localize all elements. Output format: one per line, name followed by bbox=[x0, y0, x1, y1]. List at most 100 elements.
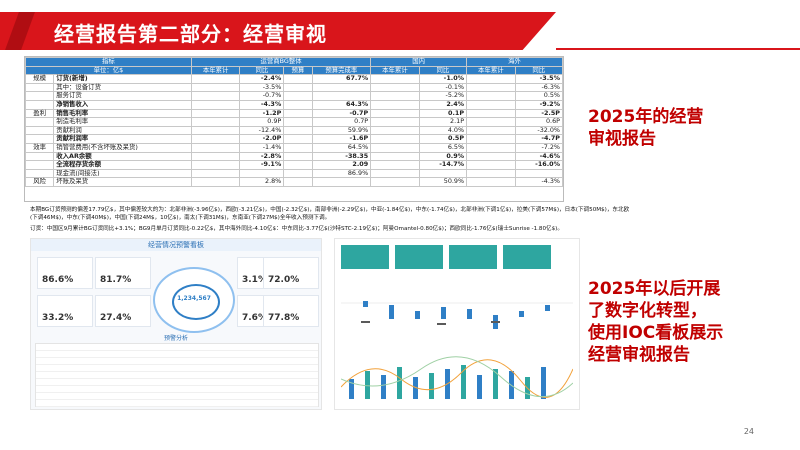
table-cell bbox=[283, 74, 313, 84]
dashboard-subtitle: 预警分析 bbox=[163, 335, 188, 342]
table-cell: 2.1P bbox=[418, 117, 468, 127]
title-accent-line bbox=[556, 48, 800, 50]
table-cell: -4.3% bbox=[239, 99, 285, 110]
dashboard-card: 33.2% bbox=[37, 295, 93, 327]
table-cell bbox=[466, 108, 516, 119]
bar-chart-svg bbox=[341, 301, 573, 329]
table-cell bbox=[283, 151, 313, 162]
table-header-domestic: 国内 bbox=[370, 57, 468, 67]
table-cell: -9.2% bbox=[514, 99, 564, 110]
note-forecast: 本期BG订货预测的偏差17.79亿$，其中偏差较大的为：北部非洲(-3.96亿$… bbox=[30, 207, 630, 221]
table-group: 效率 bbox=[24, 142, 55, 153]
table-row: 规模 订货(新增) -2.4% 67.7% -1.0% -3.5% bbox=[24, 74, 564, 84]
dashboard-title: 经营情况预警看板 bbox=[31, 239, 321, 251]
table-cell bbox=[283, 117, 313, 127]
table-cell bbox=[466, 151, 516, 162]
table-cell bbox=[283, 142, 313, 153]
table-cell bbox=[190, 177, 241, 187]
table-cell bbox=[466, 125, 516, 136]
table-cell bbox=[190, 134, 241, 144]
table-cell bbox=[283, 134, 313, 144]
dashboard-charts-screenshot bbox=[334, 238, 580, 410]
table-group bbox=[24, 125, 55, 136]
table-group bbox=[24, 99, 55, 110]
table-cell bbox=[283, 160, 313, 170]
table-cell bbox=[283, 108, 313, 119]
table-cell bbox=[466, 168, 516, 179]
table-row: 效率 销管营费用(不含坏账及呆货) -1.4% 64.5% 6.5% -7.2% bbox=[24, 142, 564, 153]
teal-tile bbox=[449, 245, 497, 269]
kpi-table-panel: 指标 运营商BG整体 国内 海外 单位：亿$ 本年累计 同比 预算 预算完成率 … bbox=[24, 56, 564, 202]
table-cell bbox=[370, 91, 420, 101]
table-row: 贡献利润 -12.4% 59.9% 4.0% -32.0% bbox=[24, 125, 564, 136]
table-cell bbox=[466, 74, 516, 84]
right-text-line: 经营审视报告 bbox=[588, 345, 690, 365]
table-metric-name: 订货(新增) bbox=[53, 74, 192, 84]
table-cell bbox=[190, 125, 241, 136]
table-row: 收入AR余额 -2.8% -38.35 0.9% -4.6% bbox=[24, 151, 564, 162]
table-cell bbox=[370, 142, 420, 153]
table-cell bbox=[190, 91, 241, 101]
table-cell bbox=[370, 82, 420, 93]
table-cell bbox=[370, 99, 420, 110]
right-text-report: 2025年的经营 审视报告 bbox=[588, 106, 703, 150]
table-cell: 0.9P bbox=[239, 117, 285, 127]
table-cell: -2.4% bbox=[239, 74, 285, 84]
table-cell bbox=[466, 117, 516, 127]
right-text-line: 使用IOC看板展示 bbox=[588, 323, 724, 343]
table-cell bbox=[283, 82, 313, 93]
table-cell bbox=[370, 168, 420, 179]
table-cell bbox=[283, 177, 313, 187]
table-metric-name: 全流程存货余额 bbox=[53, 160, 192, 170]
dashboard-table bbox=[35, 343, 319, 407]
dashboard-card: 81.7% bbox=[95, 257, 151, 289]
table-cell: -1.0% bbox=[418, 74, 468, 84]
table-col: 预算 bbox=[283, 65, 313, 76]
table-cell: -14.7% bbox=[418, 160, 468, 170]
table-row: 制造毛利率 0.9P 0.7P 2.1P 0.6P bbox=[24, 117, 564, 127]
table-cell: 0.7P bbox=[311, 117, 372, 127]
table-cell bbox=[190, 108, 241, 119]
teal-tile bbox=[503, 245, 551, 269]
table-group bbox=[24, 160, 55, 170]
table-row: 全流程存货余额 -9.1% 2.09 -14.7% -16.0% bbox=[24, 160, 564, 170]
dashboard-gauge-value: 1,234,567 bbox=[177, 295, 211, 302]
table-row: 服务订货 -0.7% -5.2% 0.5% bbox=[24, 91, 564, 101]
dashboard-card: 72.0% bbox=[263, 257, 319, 289]
table-metric-name: 净销售收入 bbox=[53, 99, 192, 110]
table-cell: 2.4% bbox=[418, 99, 468, 110]
table-group: 规模 bbox=[24, 74, 55, 84]
table-cell bbox=[466, 160, 516, 170]
table-cell: -7.2% bbox=[514, 142, 564, 153]
table-row: 净销售收入 -4.3% 64.3% 2.4% -9.2% bbox=[24, 99, 564, 110]
dashboard-gauge: 1,234,567 bbox=[153, 267, 235, 333]
table-cell: 67.7% bbox=[311, 74, 372, 84]
table-cell bbox=[370, 177, 420, 187]
teal-tile bbox=[395, 245, 443, 269]
table-cell bbox=[190, 168, 241, 179]
table-row: 现金流(间接法) 86.9% bbox=[24, 168, 564, 179]
table-cell bbox=[466, 134, 516, 144]
table-header-metric: 指标 bbox=[25, 57, 192, 67]
table-header-overseas: 海外 bbox=[466, 57, 563, 67]
right-text-line: 2025年的经营 bbox=[588, 107, 704, 127]
line-chart-svg bbox=[340, 356, 574, 399]
dashboard-gauge-inner bbox=[172, 284, 220, 320]
right-text-digital: 2025年以后开展 了数字化转型， 使用IOC看板展示 经营审视报告 bbox=[588, 278, 723, 366]
table-cell: 0.6P bbox=[514, 117, 564, 127]
table-cell bbox=[190, 74, 241, 84]
table-cell bbox=[311, 82, 372, 93]
note-order: 订货：中国区9月累计BG订货同比+3.1%；BG9月单月订货同比-0.22亿$，… bbox=[30, 226, 563, 232]
title-bar bbox=[0, 12, 556, 50]
kpi-table: 指标 运营商BG整体 国内 海外 单位：亿$ 本年累计 同比 预算 预算完成率 … bbox=[24, 57, 564, 187]
dashboard-card: 86.6% bbox=[37, 257, 93, 289]
right-text-line: 2025年以后开展 bbox=[588, 279, 721, 299]
table-cell bbox=[466, 142, 516, 153]
page-number: 24 bbox=[743, 427, 754, 436]
table-cell: 86.9% bbox=[311, 168, 372, 179]
table-cell bbox=[283, 91, 313, 101]
table-header-bg: 运营商BG整体 bbox=[190, 57, 372, 67]
table-metric-name: 制造毛利率 bbox=[53, 117, 192, 127]
table-cell bbox=[370, 108, 420, 119]
table-cell: -4.3% bbox=[514, 177, 564, 187]
